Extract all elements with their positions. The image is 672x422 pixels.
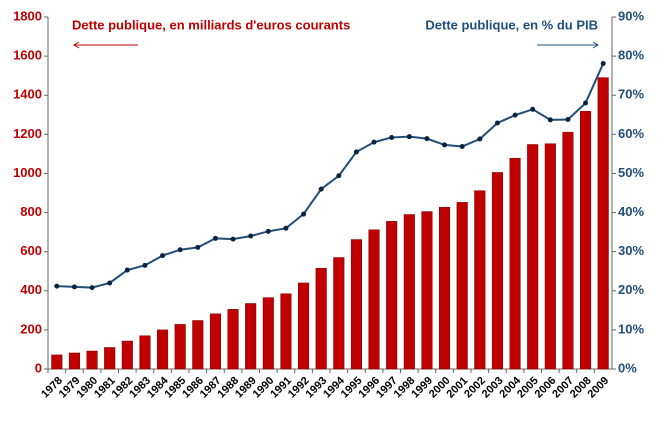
line-marker	[265, 228, 271, 234]
y2-tick-label: 0%	[618, 360, 637, 375]
y-tick-label: 1600	[13, 48, 42, 63]
bar	[68, 352, 80, 370]
bar	[439, 207, 451, 370]
bar	[121, 340, 133, 370]
bar	[245, 303, 257, 370]
line-marker	[248, 233, 254, 239]
line-marker	[177, 247, 183, 253]
bar	[174, 324, 186, 370]
x-tick-label: 2009	[586, 375, 612, 401]
bar	[386, 221, 398, 370]
bar	[403, 214, 415, 370]
line-marker	[389, 134, 395, 140]
line	[56, 63, 605, 289]
bar	[580, 111, 592, 370]
line-marker	[600, 61, 606, 67]
bar	[491, 172, 503, 370]
y-tick-label: 400	[20, 282, 42, 297]
line-marker	[230, 236, 236, 242]
line-marker	[212, 235, 218, 241]
bar	[368, 229, 380, 370]
y2-tick-label: 20%	[618, 282, 644, 297]
line-marker	[442, 142, 448, 148]
y-tick-label: 600	[20, 243, 42, 258]
y2-tick-label: 10%	[618, 321, 644, 336]
y-tick-label: 1200	[13, 126, 42, 141]
y-tick-label: 200	[20, 321, 42, 336]
line-marker	[160, 253, 166, 259]
line-marker	[565, 116, 571, 122]
y2-tick-label: 80%	[618, 48, 644, 63]
right-series-title: Dette publique, en % du PIB	[425, 17, 598, 32]
left-series-title: Dette publique, en milliards d'euros cou…	[72, 17, 350, 32]
y-tick-label: 0	[35, 360, 42, 375]
left-arrow	[73, 41, 138, 49]
bar	[209, 313, 221, 370]
bar	[86, 350, 98, 370]
line-marker	[318, 186, 324, 192]
y2-tick-label: 50%	[618, 165, 644, 180]
line-marker	[71, 284, 77, 290]
bar	[527, 144, 539, 370]
y2-tick-label: 60%	[618, 126, 644, 141]
y2-tick-label: 90%	[618, 8, 644, 23]
bar	[227, 309, 239, 370]
bar	[262, 297, 274, 370]
line-marker	[89, 285, 95, 291]
bar	[474, 190, 486, 370]
line-marker	[54, 283, 60, 289]
y-tick-label: 1800	[13, 8, 42, 23]
line-marker	[459, 143, 465, 149]
y-tick-label: 800	[20, 204, 42, 219]
line-marker	[195, 244, 201, 250]
bar	[157, 329, 169, 370]
y2-tick-label: 70%	[618, 87, 644, 102]
bar	[139, 335, 151, 370]
y-tick-label: 1000	[13, 165, 42, 180]
line-marker	[142, 262, 148, 268]
bar	[192, 320, 204, 370]
bar	[104, 347, 116, 370]
line-marker	[494, 120, 500, 126]
bar	[544, 143, 556, 370]
line-marker	[283, 225, 289, 231]
line-marker	[424, 136, 430, 142]
y-tick-label: 1400	[13, 87, 42, 102]
bar	[333, 257, 345, 370]
bar	[315, 268, 327, 370]
bar	[51, 354, 63, 370]
line-marker	[583, 100, 589, 106]
line-marker	[530, 106, 536, 112]
bar	[280, 293, 292, 370]
line-marker	[477, 136, 483, 142]
line-marker	[124, 267, 130, 273]
bar	[456, 202, 468, 370]
line-marker	[547, 117, 553, 123]
bar	[421, 211, 433, 370]
line-marker	[371, 139, 377, 145]
bar	[298, 282, 310, 370]
bar	[509, 157, 521, 370]
line-marker	[107, 280, 113, 286]
line-marker	[353, 149, 359, 155]
line-marker	[336, 173, 342, 179]
y2-tick-label: 30%	[618, 243, 644, 258]
line-marker	[512, 112, 518, 118]
right-arrow	[537, 41, 599, 49]
line-marker	[406, 134, 412, 140]
y2-tick-label: 40%	[618, 204, 644, 219]
bar	[597, 77, 609, 370]
line-marker	[301, 211, 307, 217]
bar	[350, 239, 362, 370]
bar	[562, 131, 574, 370]
